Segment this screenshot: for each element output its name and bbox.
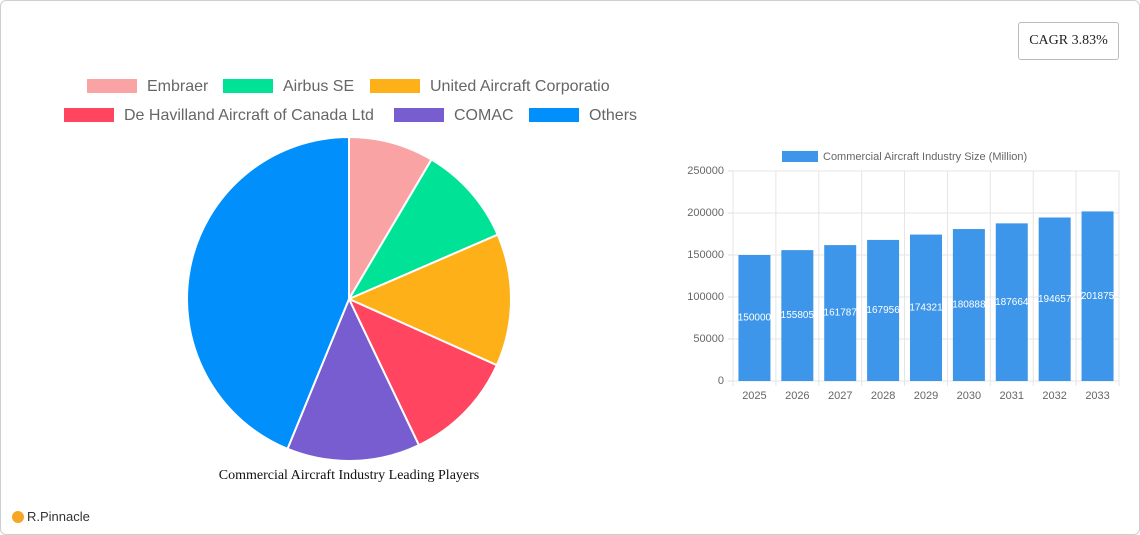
bar: [867, 239, 900, 381]
bar-value-label: 167956: [866, 305, 900, 316]
legend-label: De Havilland Aircraft of Canada Ltd: [124, 107, 374, 124]
x-tick-label: 2029: [914, 390, 938, 402]
legend-swatch: [782, 151, 818, 162]
logo-text: R.Pinnacle: [27, 509, 90, 524]
x-tick-label: 2030: [957, 390, 981, 402]
legend-swatch: [223, 79, 273, 93]
bar-value-label: 194657: [1038, 294, 1072, 305]
pie-slice: [348, 135, 433, 303]
bar: [1038, 217, 1071, 381]
bar-value-label: 161787: [824, 308, 858, 319]
y-tick-label: 50000: [693, 333, 724, 345]
x-tick-label: 2032: [1042, 390, 1066, 402]
legend-swatch: [529, 108, 579, 122]
bar-value-label: 187664: [995, 297, 1029, 308]
bar: [995, 223, 1028, 381]
pie-slice: [346, 296, 499, 447]
bar: [952, 229, 985, 381]
x-tick-label: 2031: [1000, 390, 1024, 402]
legend-swatch: [394, 108, 444, 122]
bar-value-label: 201875: [1081, 291, 1115, 302]
x-tick-label: 2028: [871, 390, 895, 402]
bar-value-label: 155805: [781, 310, 815, 321]
legend-swatch: [87, 79, 137, 93]
pie-slice: [286, 296, 421, 462]
x-tick-label: 2033: [1085, 390, 1109, 402]
legend-label: United Aircraft Corporatio: [430, 78, 610, 95]
cagr-badge: CAGR 3.83%: [1018, 22, 1119, 60]
chart-title: Commercial Aircraft Industry Leading Pla…: [219, 468, 479, 483]
legend-label: Embraer: [147, 78, 209, 95]
bar-value-label: 180888: [952, 300, 986, 311]
x-tick-label: 2027: [828, 390, 852, 402]
bar: [781, 250, 814, 381]
logo-icon: [12, 510, 24, 523]
x-tick-label: 2026: [785, 390, 809, 402]
pie-slice: [346, 158, 499, 302]
legend-swatch: [64, 108, 114, 122]
bar: [824, 245, 857, 381]
pie-slice: [186, 135, 350, 451]
x-tick-label: 2025: [742, 390, 766, 402]
bar-value-label: 150000: [738, 313, 772, 324]
legend-label: Airbus SE: [283, 78, 354, 95]
y-tick-label: 0: [718, 375, 724, 387]
pie-slice: [346, 233, 512, 367]
y-tick-label: 150000: [687, 249, 724, 261]
bar-value-label: 174321: [909, 302, 943, 313]
bar: [910, 234, 942, 381]
legend-label: Commercial Aircraft Industry Size (Milli…: [823, 151, 1027, 163]
y-tick-label: 250000: [687, 165, 724, 177]
bar: [738, 255, 771, 381]
legend-swatch: [370, 79, 420, 93]
y-tick-label: 200000: [687, 207, 724, 219]
logo: R.Pinnacle: [12, 509, 90, 524]
bar: [1081, 211, 1114, 381]
legend-label: COMAC: [454, 107, 514, 124]
y-tick-label: 100000: [687, 291, 724, 303]
legend-label: Others: [589, 107, 637, 124]
